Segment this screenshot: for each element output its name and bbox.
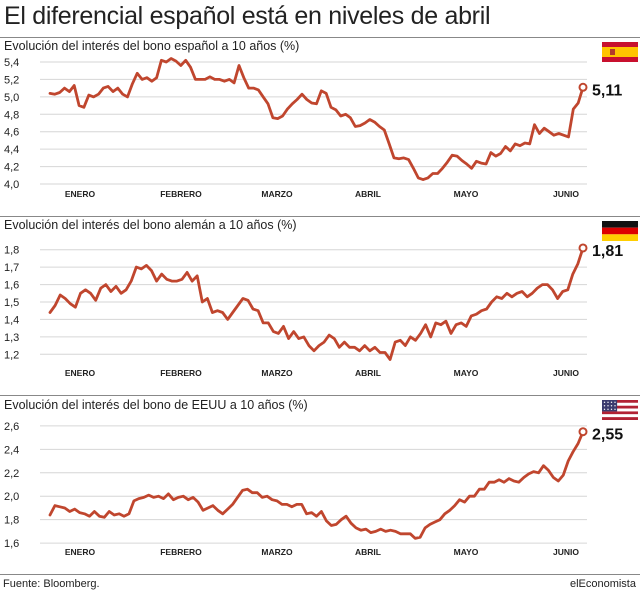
title-divider (0, 37, 640, 38)
chart-svg-germany: 1,2 1,3 1,4 1,5 1,6 1,7 1,8 ENERO FEBRERO MARZO AB… (4, 221, 638, 378)
y-tick-label: 1,5 (4, 297, 19, 309)
chart-panel-germany: 1,2 1,3 1,4 1,5 1,6 1,7 1,8 ENERO FEBRERO MARZO AB… (0, 217, 640, 395)
page-title: El diferencial español está en niveles d… (4, 2, 491, 30)
chart-svg-usa: 1,6 1,8 2,0 2,2 2,4 2,6 ENERO FEBRERO MARZO ABRIL… (4, 400, 638, 557)
y-tick-label: 1,8 (4, 245, 19, 257)
y-tick-label: 1,4 (4, 314, 19, 326)
panel-divider (0, 395, 640, 396)
month-label: ENERO (65, 368, 96, 378)
last-value-marker (578, 82, 588, 92)
chart-title-usa: Evolución del interés del bono de EEUU a… (4, 398, 308, 412)
series-line-spain (48, 57, 585, 182)
month-label: FEBRERO (160, 189, 202, 199)
month-label: JUNIO (553, 368, 579, 378)
month-label: JUNIO (553, 189, 579, 199)
y-tick-label: 2,6 (4, 421, 19, 433)
y-tick-label: 1,6 (4, 280, 19, 292)
month-label: FEBRERO (160, 368, 202, 378)
y-tick-label: 4,0 (4, 179, 19, 191)
month-label: ENERO (65, 189, 96, 199)
y-tick-label: 1,8 (4, 515, 19, 527)
chart-panel-usa: 1,6 1,8 2,0 2,2 2,4 2,6 ENERO FEBRERO MARZO ABRIL… (0, 396, 640, 574)
last-value-marker (578, 243, 588, 253)
y-tick-label: 4,8 (4, 109, 19, 121)
chart-panel-spain: 4,0 4,2 4,4 4,6 4,8 5,0 5,2 5,4 ENERO FEBRERO MARZ… (0, 38, 640, 216)
month-label: ABRIL (355, 547, 381, 557)
month-label: JUNIO (553, 547, 579, 557)
source-note: Fuente: Bloomberg. (3, 578, 100, 590)
last-value-label: 1,81 (592, 243, 623, 260)
y-tick-label: 4,2 (4, 162, 19, 174)
chart-title-germany: Evolución del interés del bono alemán a … (4, 218, 297, 232)
y-tick-label: 2,4 (4, 444, 19, 456)
month-label: MARZO (261, 189, 293, 199)
y-tick-label: 1,2 (4, 349, 19, 361)
y-tick-label: 2,0 (4, 491, 19, 503)
spain-flag-icon (602, 42, 638, 62)
panel-divider (0, 216, 640, 217)
y-tick-label: 5,0 (4, 92, 19, 104)
germany-flag-icon (602, 221, 638, 241)
month-label: MAYO (454, 368, 479, 378)
last-value-label: 5,11 (592, 82, 622, 99)
chart-svg-spain: 4,0 4,2 4,4 4,6 4,8 5,0 5,2 5,4 ENERO FEBRERO MARZ… (4, 42, 638, 199)
last-value-label: 2,55 (592, 427, 623, 444)
month-label: ABRIL (355, 189, 381, 199)
series-line-germany (48, 246, 585, 361)
brand-label: elEconomista (569, 578, 636, 590)
usa-flag-icon (602, 400, 638, 420)
month-label: MARZO (261, 368, 293, 378)
month-label: FEBRERO (160, 547, 202, 557)
y-tick-label: 2,2 (4, 468, 19, 480)
month-label: ENERO (65, 547, 96, 557)
y-tick-label: 1,6 (4, 538, 19, 550)
footer-divider (0, 574, 640, 575)
y-tick-label: 1,3 (4, 332, 19, 344)
y-tick-label: 4,4 (4, 144, 19, 156)
y-tick-label: 4,6 (4, 127, 19, 139)
month-label: ABRIL (355, 368, 381, 378)
month-label: MAYO (454, 547, 479, 557)
chart-title-spain: Evolución del interés del bono español a… (4, 39, 300, 53)
y-tick-label: 5,2 (4, 74, 19, 86)
y-tick-label: 5,4 (4, 57, 19, 69)
y-tick-label: 1,7 (4, 262, 19, 274)
series-line-usa (48, 430, 585, 540)
month-label: MARZO (261, 547, 293, 557)
month-label: MAYO (454, 189, 479, 199)
last-value-marker (578, 427, 588, 437)
